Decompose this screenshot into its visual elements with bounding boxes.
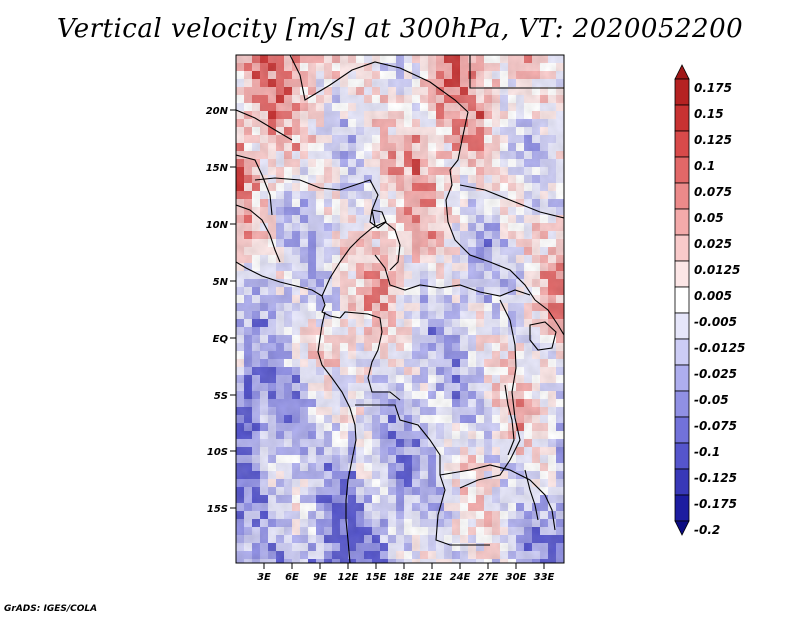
colorbar-label: -0.125: [694, 471, 737, 485]
border-east: [534, 299, 564, 336]
lon-labels: 3E 6E 9E 12E 15E 18E 21E 24E 27E 30E 33E: [257, 572, 554, 583]
colorbar-label: 0.075: [694, 185, 732, 199]
colorbar-swatch: [674, 156, 690, 184]
border-niger-nigeria: [254, 177, 379, 226]
colorbar-swatch: [674, 312, 690, 340]
colorbar: [674, 64, 690, 536]
colorbar-swatch: [674, 390, 690, 418]
colorbar-swatch: [674, 104, 690, 132]
lon-label: 18E: [394, 572, 415, 583]
lat-label: 20N: [206, 106, 229, 117]
lon-label: 24E: [450, 572, 471, 583]
colorbar-swatch: [674, 416, 690, 444]
map-texture-light: [236, 55, 564, 563]
border-drc-east: [459, 299, 521, 489]
border-car: [374, 254, 531, 297]
border-sahara-1: [289, 55, 469, 113]
border-sahel: [236, 109, 293, 141]
lon-label: 21E: [422, 572, 443, 583]
lat-label: 10N: [206, 220, 229, 231]
lat-label: 15S: [207, 504, 228, 515]
central-africa-coast: [317, 311, 357, 563]
lat-label: 15N: [206, 163, 229, 174]
colorbar-label: -0.05: [694, 393, 729, 407]
lat-label: 10S: [207, 447, 228, 458]
border-zambia: [439, 464, 556, 531]
colorbar-cap-bottom: [674, 520, 690, 536]
lon-label: 33E: [534, 572, 555, 583]
lon-label: 30E: [506, 572, 527, 583]
border-congo: [339, 311, 401, 401]
colorbar-swatch: [674, 286, 690, 314]
lat-labels: 20N 15N 10N 5N EQ 5S 10S 15S: [206, 106, 229, 515]
colorbar-swatch: [674, 494, 690, 522]
map-title: Vertical velocity [m/s] at 300hPa, VT: 2…: [56, 14, 744, 44]
border-angola: [355, 404, 490, 546]
border-nigeria-cameroon: [321, 221, 401, 297]
lat-label: 5N: [213, 277, 229, 288]
colorbar-label: 0.15: [694, 107, 724, 121]
colorbar-label: -0.1: [694, 445, 720, 459]
colorbar-swatch: [674, 468, 690, 496]
lat-label: EQ: [213, 334, 229, 345]
lon-label: 27E: [478, 572, 499, 583]
colorbar-label: -0.075: [694, 419, 737, 433]
lake-chad: [369, 209, 387, 229]
colorbar-label: -0.025: [694, 367, 737, 381]
axis-ticks: [230, 109, 545, 569]
colorbar-swatch: [674, 442, 690, 470]
lon-label: 15E: [366, 572, 387, 583]
border-nw: [236, 154, 273, 216]
lon-label: 9E: [313, 572, 327, 583]
colorbar-label: 0.0125: [694, 263, 740, 277]
colorbar-labels: 0.175 0.15 0.125 0.1 0.075 0.05 0.025 0.…: [694, 81, 745, 537]
border-sahara-2: [469, 55, 564, 89]
map-frame: [235, 54, 565, 564]
grads-credit: GrADS: IGES/COLA: [4, 604, 98, 614]
colorbar-label: 0.1: [694, 159, 715, 173]
colorbar-label: -0.2: [694, 523, 720, 537]
colorbar-label: -0.005: [694, 315, 737, 329]
colorbar-swatch: [674, 208, 690, 236]
border-chad-sudan: [445, 111, 536, 301]
colorbar-label: 0.005: [694, 289, 732, 303]
colorbar-swatch: [674, 234, 690, 262]
colorbar-label: 0.125: [694, 133, 732, 147]
lake-victoria: [529, 321, 557, 351]
colorbar-swatch: [674, 130, 690, 158]
country-borders: [236, 55, 564, 563]
colorbar-swatch: [674, 338, 690, 366]
colorbar-cap-top: [674, 64, 690, 80]
colorbar-swatch: [674, 260, 690, 288]
lon-label: 6E: [285, 572, 299, 583]
map-area: 20N 15N 10N 5N EQ 5S 10S 15S 3E 6E 9E 12…: [206, 54, 565, 583]
lake-tanganyika: [504, 384, 515, 456]
lon-label: 12E: [338, 572, 359, 583]
colorbar-swatch: [674, 182, 690, 210]
colorbar-swatch: [674, 78, 690, 106]
colorbar-label: 0.025: [694, 237, 732, 251]
lake-malawi: [524, 469, 539, 521]
border-east-2: [459, 184, 564, 219]
colorbar-swatch: [674, 364, 690, 392]
border-west-coast-1: [236, 204, 281, 263]
colorbar-label: -0.0125: [694, 341, 745, 355]
colorbar-label: -0.175: [694, 497, 737, 511]
colorbar-label: 0.05: [694, 211, 724, 225]
lon-label: 3E: [257, 572, 271, 583]
colorbar-label: 0.175: [694, 81, 732, 95]
lat-label: 5S: [214, 391, 228, 402]
